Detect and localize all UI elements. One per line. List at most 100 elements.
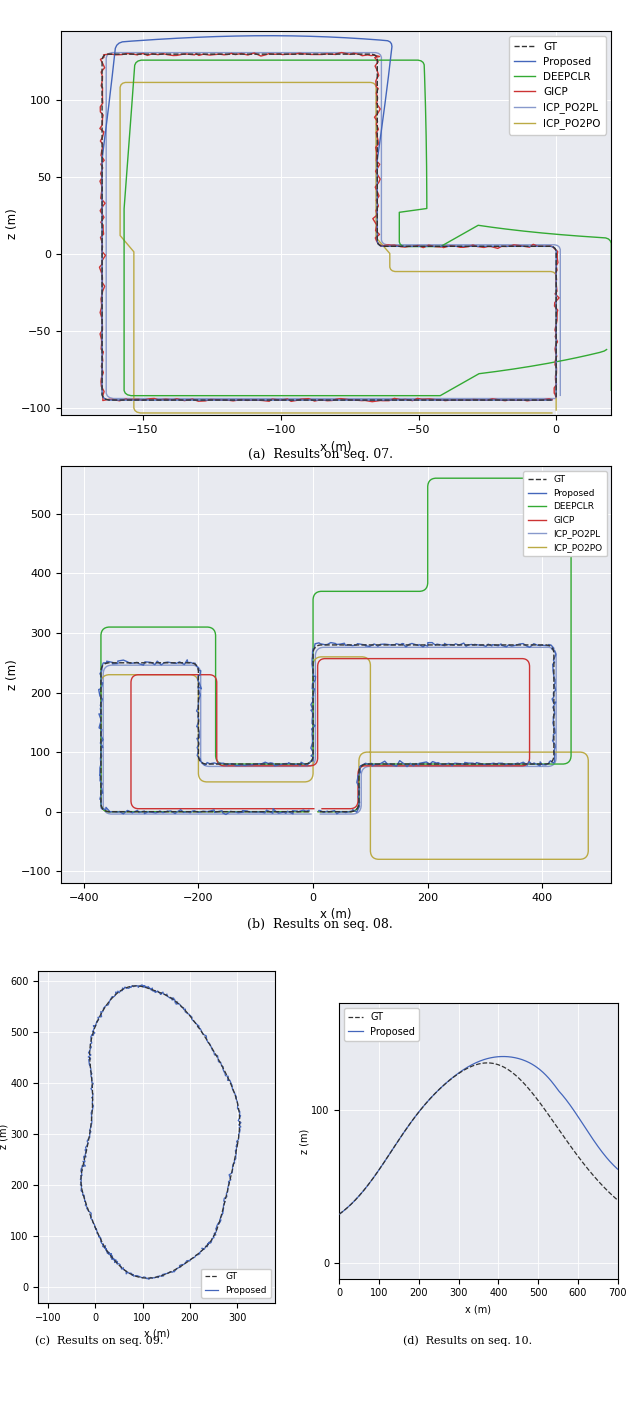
GT [234,1137,241,1154]
Proposed [232,1137,240,1154]
ICP_PO2PL [307,805,315,822]
DEEPCLR [566,473,574,490]
GT [316,803,323,820]
DEEPCLR [607,382,615,398]
ICP_PO2PO [317,649,325,666]
ICP_PO2PO [320,73,328,90]
Text: (d)  Results on seq. 10.: (d) Results on seq. 10. [403,1335,532,1345]
ICP_PO2PL [552,752,559,769]
GT [85,1130,93,1147]
Legend: GT, Proposed: GT, Proposed [344,1007,419,1041]
ICP_PO2PL [228,44,236,61]
ICP_PO2PO [122,73,129,90]
Proposed [511,1050,519,1067]
Line: DEEPCLR: DEEPCLR [101,478,571,811]
GT [614,1191,621,1208]
GT [548,391,556,408]
ICP_PO2PL [202,757,210,774]
Proposed [499,1048,507,1065]
GICP [312,756,319,773]
GT [143,1270,151,1287]
ICP_PO2PL [309,756,317,773]
DEEPCLR [120,328,128,345]
GT [104,45,111,62]
ICP_PO2PO [552,390,560,407]
Proposed [241,27,249,44]
Line: ICP_PO2PO: ICP_PO2PO [120,82,556,413]
GT [317,45,325,62]
X-axis label: x (m): x (m) [320,909,352,921]
GT [108,45,115,62]
GICP [369,393,376,410]
Proposed [265,27,273,44]
GT [305,803,312,820]
ICP_PO2PL [556,335,564,352]
GICP [550,380,558,397]
ICP_PO2PL [108,44,116,61]
GT [86,1205,93,1222]
DEEPCLR [305,803,312,820]
ICP_PO2PL [319,639,327,656]
X-axis label: x (m): x (m) [320,441,352,454]
DEEPCLR [603,341,611,357]
ICP_PO2PO [234,73,241,90]
GICP [310,800,317,817]
GT [234,1137,241,1154]
ICP_PO2PO [232,803,240,820]
DEEPCLR [436,387,444,404]
GICP [548,391,556,408]
GT [552,336,560,353]
GT [314,803,322,820]
Y-axis label: z (m): z (m) [6,660,19,690]
DEEPCLR [269,52,277,69]
Proposed [514,755,522,771]
Text: (c)  Results on seq. 09.: (c) Results on seq. 09. [35,1335,163,1345]
Line: GT: GT [102,54,556,400]
ICP_PO2PL [552,695,560,712]
Proposed [233,1136,241,1153]
GT [538,1098,546,1115]
Proposed [86,1125,93,1142]
Proposed [552,376,560,393]
GT [426,1091,434,1108]
Proposed [145,1270,153,1287]
Proposed [538,1063,546,1080]
Line: GICP: GICP [99,52,559,401]
GICP [98,331,106,348]
ICP_PO2PO [368,743,376,760]
Line: GICP: GICP [131,658,529,808]
Line: ICP_PO2PO: ICP_PO2PO [101,657,588,859]
ICP_PO2PL [317,805,325,822]
Proposed [309,753,317,770]
ICP_PO2PL [556,387,564,404]
Proposed [552,336,560,353]
Proposed [337,30,345,47]
ICP_PO2PL [317,805,324,822]
DEEPCLR [607,333,615,350]
GT [483,1054,491,1071]
DEEPCLR [347,803,355,820]
Proposed [85,1130,93,1147]
Proposed [99,335,106,352]
Proposed [222,805,230,822]
GT [229,1159,237,1176]
GICP [321,650,328,667]
DEEPCLR [607,373,615,390]
Proposed [614,1160,621,1177]
ICP_PO2PO [552,401,560,418]
GICP [218,757,225,774]
Proposed [77,1171,84,1188]
DEEPCLR [344,803,352,820]
GT [86,1125,93,1142]
ICP_PO2PO [548,404,556,421]
GT [77,1171,84,1188]
GT [317,636,324,653]
Line: Proposed: Proposed [339,1057,618,1214]
Y-axis label: z (m): z (m) [300,1129,310,1153]
GT [173,1260,180,1277]
ICP_PO2PO [552,353,560,370]
DEEPCLR [340,584,348,601]
GT [224,45,232,62]
GT [511,1067,519,1084]
ICP_PO2PL [556,374,564,391]
